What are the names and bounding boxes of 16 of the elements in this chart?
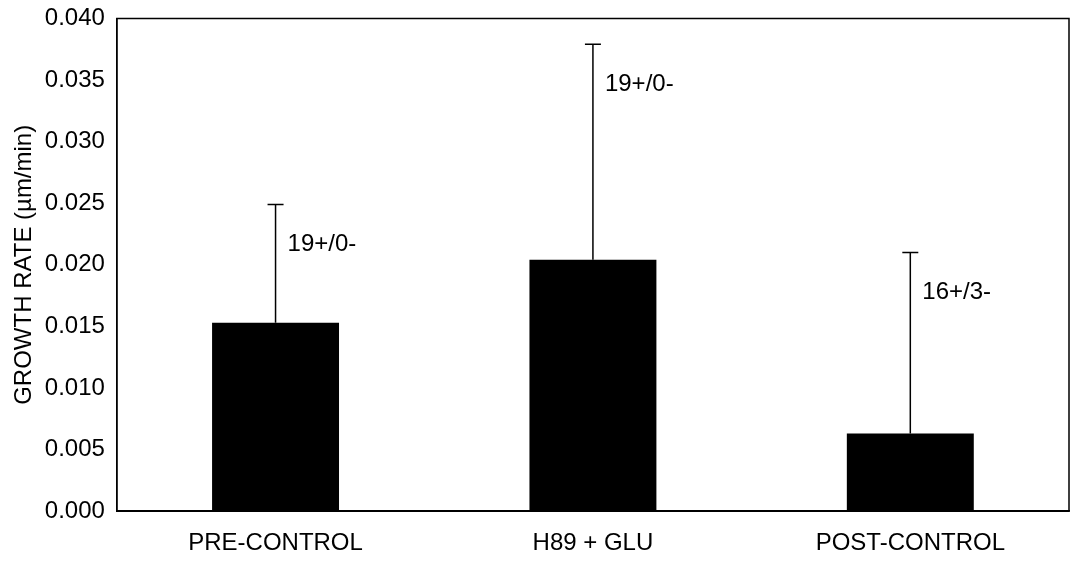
x-tick-label: POST-CONTROL	[815, 528, 1005, 556]
y-tick-label: 0.035	[44, 64, 105, 92]
y-tick-label: 0.010	[44, 372, 105, 400]
y-axis-title: GROWTH RATE (µm/min)	[9, 124, 37, 405]
annotation: 19+/0-	[604, 68, 674, 96]
y-tick-label: 0.025	[44, 187, 105, 215]
y-tick-label: 0.040	[44, 3, 105, 31]
y-tick-label: 0.015	[44, 311, 105, 339]
x-tick-label: PRE-CONTROL	[188, 528, 363, 556]
y-tick-label: 0.000	[44, 495, 105, 523]
annotation: 16+/3-	[922, 277, 992, 305]
x-tick-label: H89 + GLU	[532, 528, 654, 556]
annotation: 19+/0-	[287, 229, 357, 257]
y-tick-label: 0.005	[44, 434, 105, 462]
y-tick-label: 0.030	[44, 126, 105, 154]
y-tick-label: 0.020	[44, 249, 105, 277]
